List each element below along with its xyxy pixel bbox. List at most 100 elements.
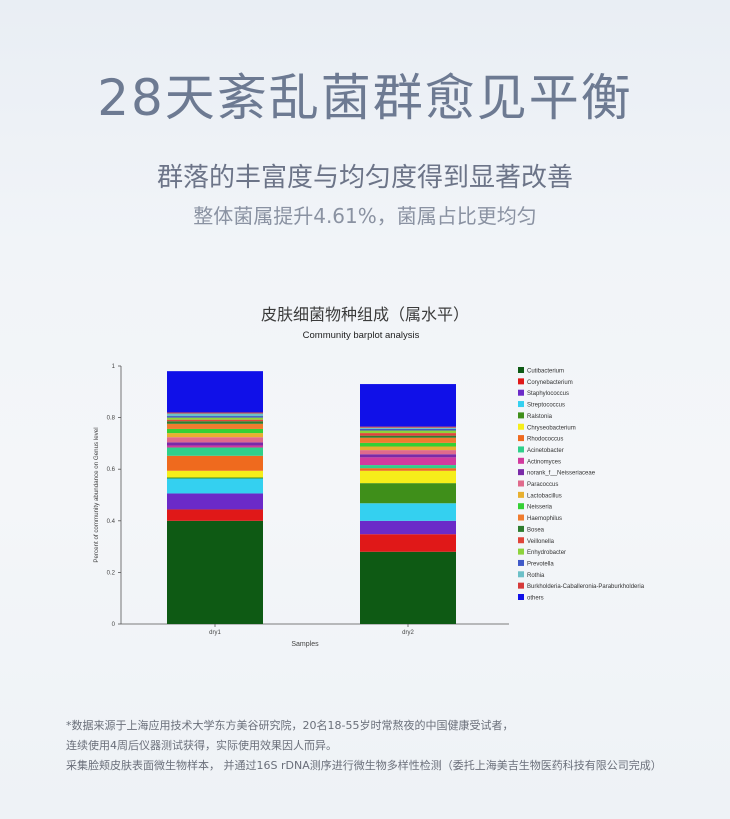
legend-label: Ralstonia <box>527 414 553 420</box>
bar-segment-dry1-cutibacterium <box>167 520 263 624</box>
bar-segment-dry1-acinetobacter <box>167 447 263 456</box>
chart-heading: 皮肤细菌物种组成（属水平） <box>260 305 469 324</box>
bar-segment-dry2-enhydrobacter <box>360 430 456 434</box>
legend-label: Rhodococcus <box>527 437 563 443</box>
bar-segment-dry2-veillonella <box>360 433 456 436</box>
bar-segment-dry2-prevotella <box>360 428 456 431</box>
legend-label: Streptococcus <box>527 403 565 409</box>
legend-label: Actinomyces <box>527 459 561 465</box>
legend-label: Bosea <box>527 527 545 533</box>
bar-segment-dry1-haemophilus <box>167 423 263 429</box>
legend-label: Cutibacterium <box>527 369 564 375</box>
bar-segment-dry2-lactobacillus <box>360 446 456 451</box>
footnote-line-3: 采集脸颊皮肤表面微生物样本， 并通过16S rDNA测序进行微生物多样性检测（委… <box>66 759 662 772</box>
legend-label: norank_f__Neisseriaceae <box>527 471 596 477</box>
bar-segment-dry2-rhodococcus <box>360 468 456 471</box>
legend-label: Veillonella <box>527 539 555 545</box>
bar-segment-dry1-actinomyces <box>167 445 263 448</box>
x-axis-label: Samples <box>291 641 319 648</box>
bar-segment-dry2-bosea <box>360 435 456 438</box>
x-tick-label: dry2 <box>402 630 414 636</box>
bar-segment-dry1-enhydrobacter <box>167 417 263 420</box>
chart-title: Community barplot analysis <box>303 330 420 341</box>
bar-segment-dry2-haemophilus <box>360 437 456 443</box>
legend-swatch <box>518 537 524 544</box>
bar-segment-dry2-staphylococcus <box>360 520 456 535</box>
legend-swatch <box>518 491 524 498</box>
bar-segment-dry1-norank-f-neisseriaceae <box>167 442 263 446</box>
legend-label: Haemophilus <box>527 516 562 522</box>
legend-label: Staphylococcus <box>527 391 569 397</box>
legend-swatch <box>518 571 524 578</box>
footnote-line-2: 连续使用4周后仪器测试获得，实际使用效果因人而异。 <box>66 739 337 752</box>
bar-segment-dry2-streptococcus <box>360 503 456 521</box>
bar-segment-dry1-rhodococcus <box>167 455 263 471</box>
bar-segment-dry1-staphylococcus <box>167 493 263 510</box>
legend-swatch <box>518 423 524 430</box>
bar-segment-dry1-veillonella <box>167 419 263 422</box>
page-subtitle-secondary: 整体菌属提升4.61%，菌属占比更均匀 <box>193 204 537 228</box>
footnote-line-1: *数据来源于上海应用技术大学东方美谷研究院，20名18-55岁时常熬夜的中国健康… <box>66 719 514 732</box>
legend-swatch <box>518 469 524 476</box>
y-tick-label: 0 <box>112 622 116 628</box>
bar-segment-dry1-corynebacterium <box>167 509 263 521</box>
bar-segment-dry1-rothia <box>167 413 263 417</box>
legend-swatch <box>518 367 524 373</box>
bar-segment-dry1-chryseobacterium <box>167 470 263 478</box>
legend-swatch <box>518 446 524 453</box>
legend-swatch <box>518 594 524 600</box>
y-axis-label: Percent of community abundance on Genus … <box>93 427 100 562</box>
bar-segment-dry2-rothia <box>360 427 456 429</box>
bar-segment-dry2-neisseria <box>360 442 456 447</box>
bar-segment-dry1-streptococcus <box>167 478 263 494</box>
bar-segment-dry1-bosea <box>167 421 263 424</box>
legend-swatch <box>518 457 524 464</box>
legend-swatch <box>518 435 524 442</box>
legend-swatch <box>518 378 524 385</box>
y-tick-label: 0.4 <box>107 519 116 525</box>
legend-swatch <box>518 559 524 566</box>
bar-segment-dry2-norank-f-neisseriaceae <box>360 454 456 458</box>
legend-label: Burkholderia-Caballeronia-Paraburkholder… <box>527 584 645 590</box>
legend-swatch <box>518 412 524 419</box>
legend-label: Acinetobacter <box>527 448 564 454</box>
bar-segment-dry1-others <box>167 371 263 413</box>
legend-swatch <box>518 480 524 487</box>
legend-swatch <box>518 389 524 396</box>
legend-label: others <box>527 596 544 602</box>
bar-segment-dry2-cutibacterium <box>360 551 456 624</box>
bar-segment-dry2-actinomyces <box>360 457 456 466</box>
bar-segment-dry2-paracoccus <box>360 450 456 455</box>
legend-label: Paracoccus <box>527 482 558 488</box>
legend-label: Enhydrobacter <box>527 550 566 556</box>
bar-segment-dry2-chryseobacterium <box>360 470 456 484</box>
legend-swatch <box>518 525 524 532</box>
bar-segment-dry2-others <box>360 384 456 427</box>
bar-segment-dry1-prevotella <box>167 416 263 418</box>
y-tick-label: 0.6 <box>107 467 116 473</box>
page-title: 28天紊乱菌群愈见平衡 <box>97 69 633 127</box>
bar-segment-dry1-burkholderia-caballeronia-paraburkholderia <box>167 412 263 414</box>
bar-segment-dry2-burkholderia-caballeronia-paraburkholderia <box>360 426 456 428</box>
legend-swatch <box>518 514 524 521</box>
legend-label: Neisseria <box>527 505 553 511</box>
legend-swatch <box>518 548 524 555</box>
legend-swatch <box>518 401 524 408</box>
legend-label: Corynebacterium <box>527 380 573 386</box>
bar-segment-dry1-paracoccus <box>167 437 263 443</box>
legend-label: Rothia <box>527 573 545 579</box>
y-tick-label: 0.8 <box>107 416 116 422</box>
legend-swatch <box>518 582 524 589</box>
legend-label: Chryseobacterium <box>527 425 576 431</box>
bar-segment-dry1-ralstonia <box>167 477 263 479</box>
bar-segment-dry2-corynebacterium <box>360 534 456 552</box>
legend-label: Prevotella <box>527 561 554 567</box>
legend-label: Lactobacillus <box>527 493 562 499</box>
legend-swatch <box>518 503 524 510</box>
x-tick-label: dry1 <box>209 630 221 636</box>
page-subtitle: 群落的丰富度与均匀度得到显著改善 <box>156 163 573 193</box>
y-tick-label: 1 <box>112 364 116 370</box>
y-tick-label: 0.2 <box>107 570 116 576</box>
bar-segment-dry1-neisseria <box>167 428 263 434</box>
